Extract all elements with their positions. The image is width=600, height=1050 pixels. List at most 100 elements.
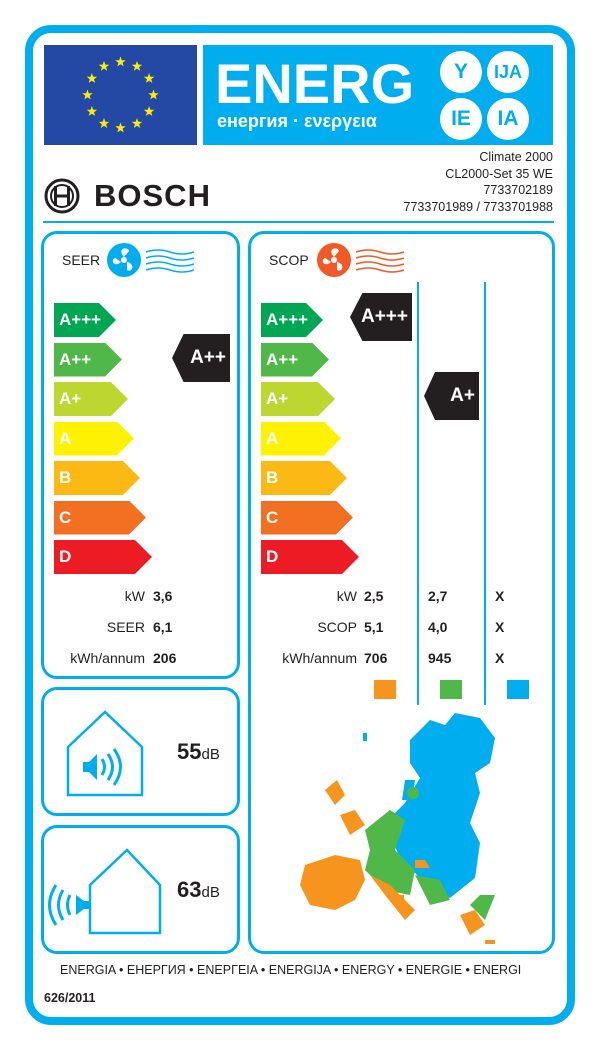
heating-panel (248, 231, 555, 954)
cooling-row-value: 206 (153, 650, 177, 666)
class-label: A (59, 428, 72, 448)
divider (43, 221, 554, 223)
heating-class-bar: A+ (261, 382, 335, 416)
heating-class-bar: D (261, 540, 359, 574)
heating-class-bar: A++ (261, 342, 329, 377)
brand-logo: BOSCH (44, 178, 211, 214)
zone-cold-square (507, 680, 529, 699)
class-label: A (266, 428, 279, 448)
eu-stars-icon (82, 56, 159, 133)
eu-star-icon (131, 60, 143, 71)
cooling-rating-label: A++ (190, 347, 226, 368)
zone-average-square (440, 680, 462, 699)
model-line: Climate 2000 (479, 150, 553, 164)
cooling-row-label: kW (124, 588, 145, 604)
eu-star-icon (86, 106, 98, 116)
eu-star-icon (115, 56, 126, 67)
class-label: B (59, 468, 72, 487)
class-label: D (59, 547, 72, 566)
eu-flag (44, 45, 197, 145)
brand-name: BOSCH (94, 178, 211, 213)
eu-star-icon (143, 106, 155, 116)
heating-row-value: X (495, 619, 505, 635)
model-info: Climate 2000 CL2000-Set 35 WE 7733702189… (404, 149, 553, 215)
heating-row-label: SCOP (317, 619, 357, 635)
outdoor-noise-panel (41, 825, 240, 954)
heating-row-label: kWh/annum (282, 650, 357, 666)
heating-class-bar: C (261, 500, 353, 535)
eu-star-icon (115, 122, 126, 133)
model-line: 7733701989 / 7733701988 (403, 199, 553, 214)
eu-star-icon (148, 89, 159, 100)
column-divider (417, 282, 419, 705)
heating-row-value: 706 (364, 650, 388, 666)
energy-banner: ENERG енергия · ενεργεια Y IJA IE IA (203, 45, 553, 145)
class-label: C (266, 507, 279, 527)
heating-rating-label: A+ (450, 385, 475, 406)
heating-row-value: X (495, 588, 505, 604)
cooling-panel (41, 231, 240, 679)
eu-star-icon (143, 73, 155, 83)
suffix-circle: Y (440, 51, 482, 93)
heating-row-value: 2,5 (364, 588, 384, 604)
cooling-row-label: SEER (106, 619, 145, 635)
class-label: A+++ (266, 310, 309, 329)
model-line: CL2000-Set 35 WE (445, 166, 553, 181)
energy-word: ENERG (215, 52, 415, 115)
class-label: B (266, 468, 279, 487)
label-frame (25, 25, 575, 1025)
cooling-row-label: kWh/annum (70, 650, 145, 666)
outdoor-noise-value: 63dB (177, 877, 220, 902)
heating-row-value: 2,7 (428, 588, 448, 604)
regulation-number: 626/2011 (44, 991, 96, 1005)
cooling-class-bar: B (54, 461, 140, 495)
cooling-class-bar: A+ (54, 382, 128, 416)
model-line: 7733702189 (483, 183, 553, 197)
scop-title: SCOP (269, 252, 309, 268)
indoor-noise-value: 55dB (177, 739, 220, 764)
heating-rating-arrow-average: A+ (424, 372, 479, 420)
heating-row-value: 945 (428, 650, 452, 666)
bosch-armature-icon (44, 178, 80, 214)
heating-class-bar: B (261, 461, 347, 495)
suffix-circle: IJA (487, 51, 529, 93)
class-label: A+ (59, 389, 82, 408)
class-label: A+ (266, 389, 289, 408)
heating-row-value: 5,1 (364, 619, 384, 635)
indoor-noise-panel (41, 687, 240, 816)
zone-warm-square (374, 680, 396, 699)
seer-title: SEER (62, 252, 101, 268)
eu-star-icon (82, 89, 93, 100)
eu-star-icon (98, 118, 110, 128)
class-label: A++ (59, 349, 92, 369)
cooling-class-bar: C (54, 500, 146, 535)
column-divider (484, 282, 486, 705)
eu-star-icon (86, 73, 98, 83)
languages-footer: ENERGIA • ЕНЕРГИЯ • ΕΝΕΡΓΕΙΑ • ENERGIJA … (60, 963, 522, 977)
class-label: A+++ (59, 310, 102, 329)
cooling-row-value: 6,1 (153, 619, 173, 635)
suffix-circle: IE (440, 98, 482, 140)
energy-subtitle: енергия · ενεργεια (217, 111, 377, 131)
cooling-fan-icon (107, 243, 195, 277)
class-label: C (59, 507, 72, 527)
outdoor-speaker-house-icon (48, 848, 162, 935)
heating-rating-arrow-warm: A+++ (350, 293, 412, 341)
heating-row-value: X (495, 650, 505, 666)
heating-rating-label: A+++ (360, 306, 408, 327)
suffix-circle: IA (487, 98, 529, 140)
heating-row-value: 4,0 (428, 619, 448, 635)
heating-row-label: kW (336, 588, 357, 604)
heating-fan-icon (317, 243, 405, 277)
class-label: D (266, 547, 279, 566)
europe-climate-map (300, 713, 495, 944)
cooling-class-bar: A (54, 421, 134, 456)
cooling-row-value: 3,6 (153, 588, 173, 604)
indoor-speaker-house-icon (66, 710, 144, 797)
eu-star-icon (98, 60, 110, 71)
class-label: A++ (266, 349, 299, 369)
cooling-rating-arrow: A++ (172, 334, 230, 382)
heating-class-bar: A (261, 421, 341, 456)
eu-star-icon (131, 118, 143, 128)
cooling-class-bar: D (54, 540, 152, 574)
